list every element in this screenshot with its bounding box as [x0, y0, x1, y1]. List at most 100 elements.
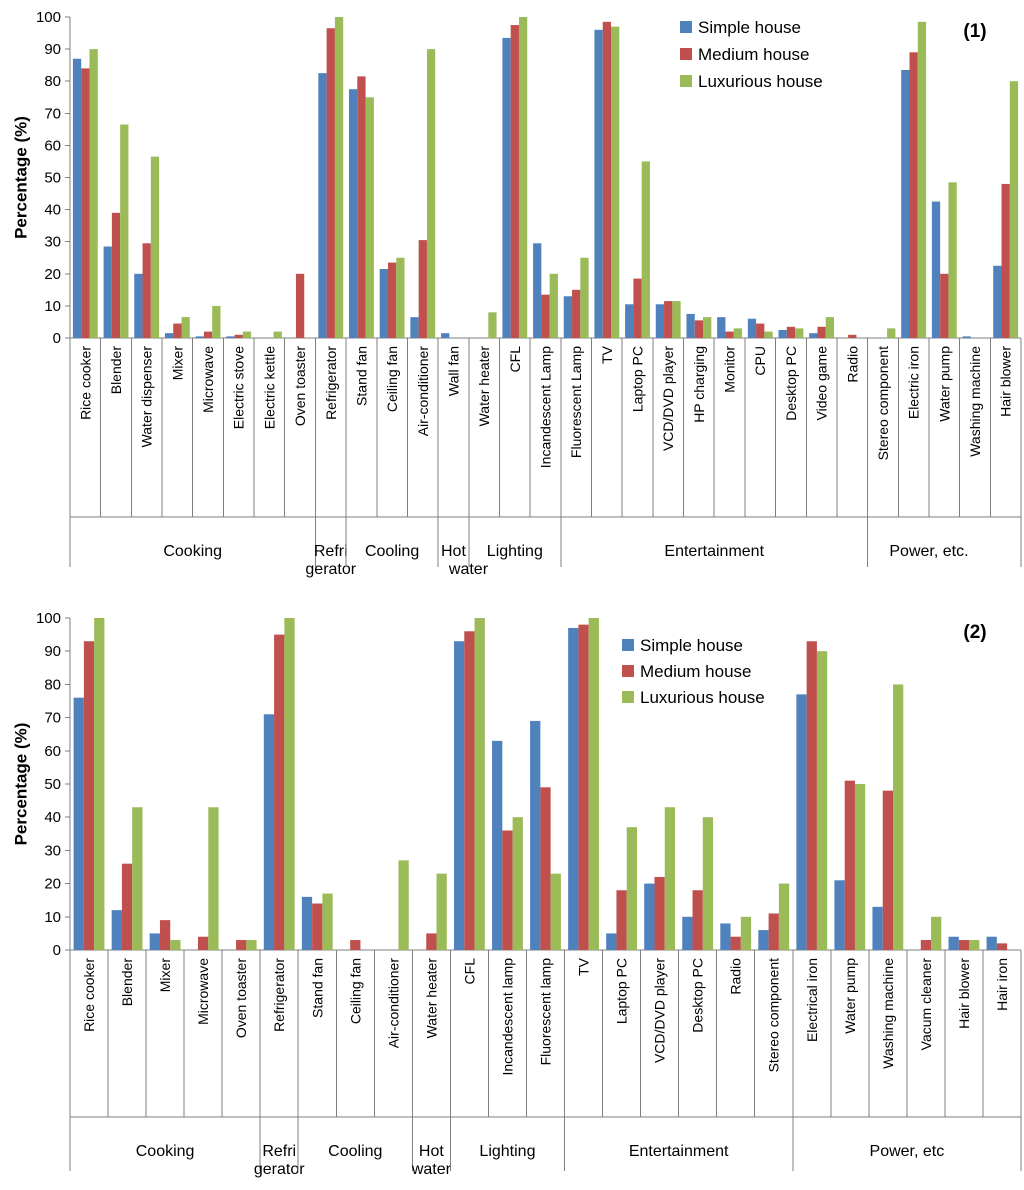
category-label: Desktop PC	[783, 346, 799, 421]
bar-medium-house	[572, 289, 581, 338]
bar-luxurious-house	[740, 916, 752, 950]
bar-medium-house	[236, 940, 247, 950]
bar-simple-house	[834, 880, 845, 950]
bar-luxurious-house	[242, 331, 252, 338]
category-label: Stand fan	[353, 346, 369, 406]
bar-simple-house	[901, 69, 910, 338]
y-tick-label: 60	[44, 743, 61, 760]
category-label: Stereo component	[766, 958, 782, 1073]
bar-luxurious-house	[778, 883, 790, 950]
bar-simple-house	[73, 697, 84, 950]
category-label: VCD/DVD player	[652, 958, 668, 1063]
group-label: Lighting	[487, 543, 543, 560]
bar-simple-house	[594, 29, 603, 339]
group-label: Hot water	[411, 1143, 452, 1178]
category-label: Laptop PC	[630, 346, 646, 412]
bar-luxurious-house	[322, 893, 333, 950]
category-label: Refrigerator	[271, 958, 287, 1032]
bar-luxurious-house	[702, 817, 714, 950]
bar-simple-house	[301, 896, 313, 950]
bar-luxurious-house	[733, 328, 742, 338]
bar-medium-house	[83, 641, 95, 950]
bar-luxurious-house	[854, 784, 866, 950]
legend-swatch-luxurious	[680, 75, 692, 87]
y-tick-label: 30	[44, 842, 61, 859]
bar-medium-house	[198, 936, 209, 950]
category-label: Ceiling fan	[384, 346, 400, 412]
panel-label: (2)	[963, 622, 986, 643]
bar-simple-house	[111, 910, 122, 950]
bar-medium-house	[996, 943, 1008, 950]
category-label: Electric stove	[231, 346, 247, 429]
category-label: Microwave	[195, 958, 211, 1025]
category-label: Washing machine	[880, 958, 896, 1069]
category-label: Desktop PC	[690, 958, 706, 1033]
bar-luxurious-house	[284, 618, 295, 950]
legend-swatch-medium	[680, 48, 692, 60]
group-label: Cooling	[365, 543, 419, 560]
chart-panel-2: 0 10 20 30 40 50 60 70 80 90 100 Percentage (%) Rice…	[11, 610, 1022, 1178]
bar-luxurious-house	[1009, 81, 1019, 338]
bar-medium-house	[234, 334, 243, 338]
category-label: Water heater	[423, 958, 439, 1039]
category-label: Mixer	[169, 346, 185, 381]
category-label: CPU	[752, 346, 768, 376]
bar-medium-house	[654, 876, 665, 950]
bar-simple-house	[682, 916, 693, 950]
bar-medium-house	[387, 262, 397, 338]
bar-medium-house	[692, 890, 703, 950]
category-label: Water dispenser	[139, 346, 155, 448]
bar-medium-house	[664, 301, 673, 338]
category-label: CFL	[507, 346, 523, 373]
bar-simple-house	[502, 37, 511, 339]
bar-simple-house	[318, 73, 327, 339]
bar-luxurious-house	[816, 651, 828, 950]
bar-luxurious-house	[132, 807, 143, 950]
bar-medium-house	[786, 326, 796, 338]
group-label: Entertainment	[664, 543, 764, 560]
y-tick-label: 0	[53, 942, 61, 959]
y-tick-label: 10	[44, 909, 61, 926]
category-label: Air-conditioner	[385, 958, 401, 1049]
category-label: Monitor	[722, 346, 738, 393]
bar-luxurious-house	[94, 618, 105, 950]
group-label: Cooking	[136, 1143, 195, 1160]
y-tick-label: 40	[44, 202, 61, 219]
bar-simple-house	[103, 246, 112, 338]
bar-medium-house	[756, 323, 765, 338]
y-tick-label: 80	[44, 676, 61, 693]
bar-luxurious-house	[181, 317, 190, 338]
bar-medium-house	[616, 890, 627, 950]
category-label: Oven toaster	[292, 346, 308, 426]
category-label: Stereo component	[875, 346, 891, 461]
bar-simple-house	[686, 313, 695, 338]
category-label: Video game	[814, 346, 830, 421]
y-tick-label: 30	[44, 234, 61, 251]
category-label: HP charging	[691, 346, 707, 423]
category-label: Water pump	[842, 958, 858, 1034]
bar-simple-house	[644, 883, 655, 950]
bar-medium-house	[81, 68, 90, 339]
bar-medium-house	[768, 913, 779, 950]
bar-medium-house	[882, 790, 893, 950]
bar-medium-house	[694, 320, 704, 338]
bar-luxurious-house	[610, 26, 620, 338]
bar-medium-house	[418, 240, 427, 338]
group-label: Power, etc	[870, 1143, 945, 1160]
bar-luxurious-house	[120, 124, 129, 338]
category-label: Electric iron	[906, 346, 922, 419]
category-label: TV	[576, 957, 592, 976]
bar-simple-house	[195, 336, 204, 338]
bar-simple-house	[454, 641, 465, 950]
bar-simple-house	[568, 627, 579, 950]
bar-luxurious-house	[549, 273, 558, 338]
bar-luxurious-house	[436, 873, 447, 950]
bar-simple-house	[72, 58, 82, 338]
bar-simple-house	[349, 89, 358, 338]
y-tick-label: 40	[44, 809, 61, 826]
group-label: Cooking	[163, 543, 222, 560]
bar-simple-house	[149, 933, 160, 950]
bar-luxurious-house	[170, 940, 181, 950]
bar-luxurious-house	[892, 684, 904, 950]
